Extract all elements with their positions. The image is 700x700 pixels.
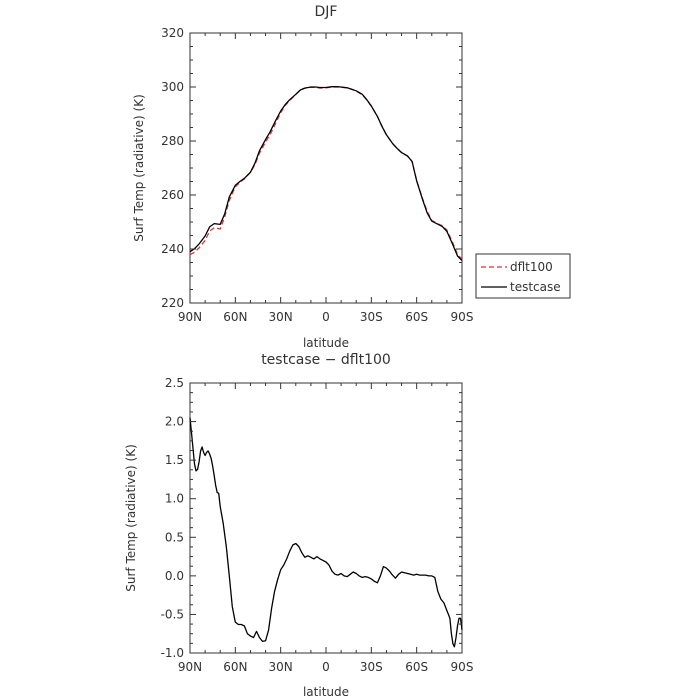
- bottom-y-tick-label: -0.5: [161, 607, 184, 621]
- top-y-tick-label: 320: [161, 26, 184, 40]
- top-series-line-testcase: [189, 86, 463, 262]
- bottom-x-tick-label: 30N: [269, 660, 293, 674]
- top-chart-title: DJF: [315, 4, 338, 20]
- top-y-tick-label: 280: [161, 134, 184, 148]
- bottom-plot-frame: [189, 382, 463, 654]
- bottom-x-tick-label: 90N: [178, 660, 202, 674]
- bottom-y-tick-label: 2.0: [165, 415, 184, 429]
- top-x-tick-label: 30S: [360, 310, 383, 324]
- legend-label-dflt100: dflt100: [510, 260, 553, 274]
- top-series-line-dflt100: [189, 86, 463, 260]
- top-y-axis-label: Surf Temp (radiative) (K): [132, 94, 146, 242]
- top-x-tick-label: 90N: [178, 310, 202, 324]
- bottom-x-tick-label: 90S: [451, 660, 474, 674]
- bottom-chart-panel: testcase − dflt100 90N 60N 30N 0 30S 60S 90S -1…: [124, 352, 473, 699]
- legend: dflt100 testcase: [475, 253, 571, 299]
- bottom-series-line-testcase-dflt100: [189, 417, 463, 648]
- bottom-y-tick-label: 1.0: [165, 492, 184, 506]
- top-x-tick-label: 90S: [451, 310, 474, 324]
- bottom-x-tick-label: 30S: [360, 660, 383, 674]
- top-y-tick-label: 300: [161, 80, 184, 94]
- bottom-y-axis-label: Surf Temp (radiative) (K): [124, 444, 138, 592]
- legend-label-testcase: testcase: [510, 280, 561, 294]
- top-y-tick-label: 240: [161, 242, 184, 256]
- top-y-tick-label: 260: [161, 188, 184, 202]
- top-x-tick-label: 0: [322, 310, 330, 324]
- bottom-x-axis-label: latitude: [303, 685, 349, 699]
- bottom-x-tick-label: 60S: [405, 660, 428, 674]
- bottom-y-tick-label: -1.0: [161, 646, 184, 660]
- bottom-y-tick-label: 0.5: [165, 530, 184, 544]
- bottom-x-tick-label: 60N: [223, 660, 247, 674]
- bottom-x-tick-label: 0: [322, 660, 330, 674]
- bottom-chart-title: testcase − dflt100: [261, 352, 391, 368]
- bottom-y-tick-label: 1.5: [165, 453, 184, 467]
- top-chart-panel: DJF 90N 60N 30N 0 30S 60S 90S 220 240 260 280 300 32…: [132, 4, 473, 350]
- top-plot-frame: [189, 32, 463, 304]
- bottom-y-tick-label: 2.5: [165, 376, 184, 390]
- top-x-tick-label: 30N: [269, 310, 293, 324]
- top-x-axis-label: latitude: [303, 336, 349, 350]
- legend-box: [475, 253, 571, 299]
- top-x-tick-label: 60S: [405, 310, 428, 324]
- top-y-tick-label: 220: [161, 296, 184, 310]
- top-x-tick-label: 60N: [223, 310, 247, 324]
- bottom-y-tick-label: 0.0: [165, 569, 184, 583]
